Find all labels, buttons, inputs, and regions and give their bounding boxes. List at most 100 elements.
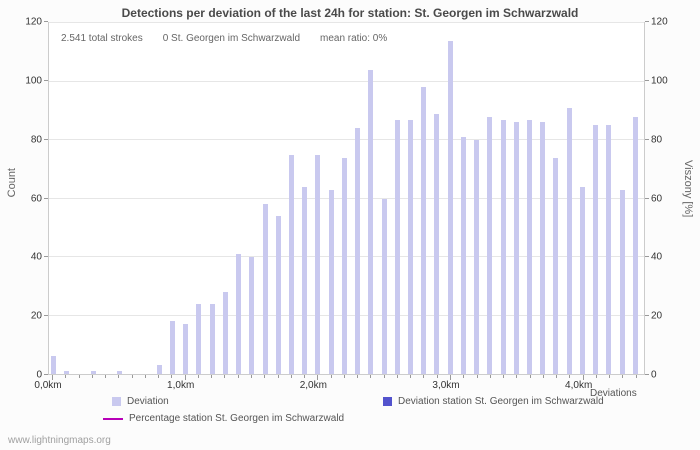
bar	[447, 40, 453, 374]
x-tick-mark	[171, 375, 173, 378]
bars	[49, 23, 644, 374]
y-axis-tick-label: 40	[651, 251, 663, 263]
x-tick-mark	[476, 375, 478, 378]
x-axis-tick-label: 0,0km	[34, 380, 62, 391]
y-axis-tick-label: 100	[25, 75, 42, 87]
x-axis-tick-label: 3,0km	[432, 380, 460, 391]
y-axis-title-right: Viszony [%]	[682, 160, 694, 218]
bar	[315, 154, 321, 374]
x-tick-mark	[224, 375, 226, 378]
legend-label-station-deviation: Deviation station St. Georgen im Schwarz…	[398, 396, 604, 407]
legend-label-deviation: Deviation	[127, 396, 169, 407]
bar	[606, 125, 612, 374]
bar	[553, 157, 559, 374]
bar	[302, 186, 308, 374]
bar	[156, 365, 162, 374]
x-tick-mark	[542, 375, 544, 378]
y-axis-tick-label: 120	[651, 16, 668, 28]
y-axis-tick-label: 80	[30, 134, 42, 146]
bar	[275, 216, 281, 374]
x-tick-mark	[277, 375, 279, 378]
y-ticks-left	[44, 21, 48, 375]
bar	[527, 119, 532, 374]
x-tick-mark	[197, 375, 199, 378]
x-tick-mark	[635, 375, 637, 378]
bar	[117, 371, 123, 374]
x-tick-mark	[330, 375, 332, 378]
y-axis-tick-label: 100	[651, 75, 668, 87]
bar	[513, 122, 519, 374]
x-tick-mark	[436, 375, 438, 378]
bar	[579, 186, 585, 374]
x-tick-mark	[105, 375, 107, 378]
y-axis-tick-label: 60	[30, 193, 42, 204]
y-tick-mark	[44, 21, 48, 22]
bar	[90, 371, 96, 374]
y-axis-tick-label: 20	[651, 310, 663, 322]
y-ticks-right	[645, 21, 649, 375]
bar	[434, 113, 440, 374]
y-tick-mark	[645, 256, 649, 258]
bar	[394, 119, 400, 374]
y-tick-mark	[645, 374, 649, 375]
x-axis-tick-labels: 0,0km 1,0km 2,0km 3,0km 4,0km	[34, 380, 645, 392]
bar	[341, 157, 347, 374]
annotation-station-count: 0 St. Georgen im Schwarzwald	[162, 33, 300, 44]
y-axis-left-labels: 0 20 40 60 80 100 120	[18, 17, 44, 381]
y-tick-mark	[44, 256, 48, 258]
y-tick-mark	[645, 197, 649, 199]
x-tick-mark	[582, 375, 584, 380]
x-axis-tick-label: 2,0km	[299, 380, 327, 391]
bar	[408, 119, 413, 374]
x-tick-mark	[463, 375, 465, 378]
bar	[368, 69, 374, 374]
x-tick-mark	[556, 375, 558, 378]
legend-swatch-station-deviation-icon	[383, 397, 392, 406]
x-tick-mark	[609, 375, 611, 378]
plot-annotations: 2.541 total strokes 0 St. Georgen im Sch…	[61, 33, 387, 44]
x-tick-mark	[383, 375, 385, 378]
x-tick-mark	[290, 375, 292, 378]
bar	[249, 257, 255, 374]
bar	[51, 356, 56, 374]
bar	[460, 137, 466, 374]
annotation-mean-ratio: mean ratio: 0%	[320, 33, 388, 44]
y-tick-mark	[645, 138, 649, 140]
y-tick-mark	[44, 79, 48, 81]
y-tick-mark	[44, 197, 48, 199]
bar	[64, 371, 70, 374]
bar	[381, 198, 387, 374]
x-tick-mark	[317, 375, 319, 380]
bar	[566, 107, 572, 374]
legend-item-percentage: Percentage station St. Georgen im Schwar…	[103, 413, 344, 424]
x-tick-mark	[449, 375, 451, 380]
annotation-total-strokes: 2.541 total strokes	[61, 33, 143, 44]
legend-item-deviation: Deviation	[112, 396, 169, 407]
plot-area: 2.541 total strokes 0 St. Georgen im Sch…	[48, 22, 645, 375]
x-axis-ticks	[48, 375, 645, 381]
watermark-link[interactable]: www.lightningmaps.org	[8, 435, 111, 446]
y-axis-tick-label: 80	[651, 134, 663, 146]
bar	[540, 122, 546, 374]
x-tick-mark	[622, 375, 624, 378]
x-axis-tick-label: 4,0km	[565, 380, 593, 391]
x-tick-mark	[516, 375, 518, 378]
bar	[170, 321, 175, 374]
x-tick-mark	[264, 375, 266, 378]
bar	[500, 119, 506, 374]
legend-swatch-deviation-icon	[112, 397, 121, 406]
y-tick-mark	[645, 79, 649, 81]
bar	[209, 303, 215, 374]
y-axis-tick-label: 0	[36, 369, 42, 381]
x-tick-mark	[343, 375, 345, 378]
bar	[196, 303, 202, 374]
bar	[593, 125, 599, 374]
x-tick-mark	[144, 375, 146, 378]
gridline	[49, 139, 644, 140]
legend-item-station-deviation: Deviation station St. Georgen im Schwarz…	[383, 396, 604, 407]
gridline	[49, 22, 644, 23]
y-axis-tick-label: 40	[30, 251, 42, 263]
y-tick-mark	[44, 315, 48, 317]
y-tick-mark	[645, 21, 649, 22]
y-tick-mark	[44, 374, 48, 375]
